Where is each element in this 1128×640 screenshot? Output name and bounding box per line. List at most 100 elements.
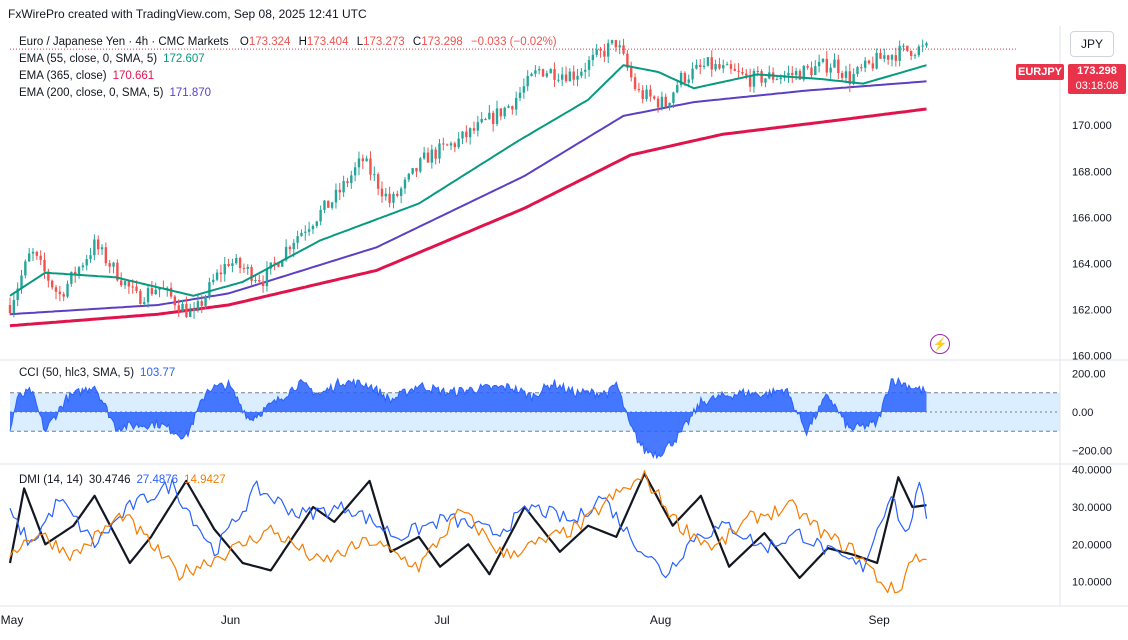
cci-tick-label: 200.00 [1072, 369, 1106, 381]
time-tick-label: Sep [868, 613, 890, 627]
candle-body [304, 231, 307, 233]
ema55-series [9, 64, 927, 297]
candle-body [607, 43, 610, 57]
candle-body [741, 71, 744, 74]
candle-body [752, 70, 756, 87]
candle-body [465, 131, 468, 138]
candle-body [906, 45, 909, 51]
ema55-line [9, 64, 927, 297]
candle-body [281, 260, 284, 267]
candle-body [702, 65, 706, 67]
candle-body [112, 262, 115, 267]
candle-body [116, 262, 119, 281]
dmi-tick-label: 20.0000 [1072, 539, 1112, 551]
open-label: O [239, 36, 249, 48]
candle-body [725, 64, 729, 66]
candle-body [557, 79, 560, 81]
candle-body [143, 302, 146, 305]
candle-body [365, 158, 368, 162]
cci-line [9, 376, 927, 460]
candle-body [468, 128, 472, 138]
high-label: H [298, 36, 307, 48]
candle-body [192, 308, 196, 311]
candle-body [633, 77, 637, 90]
candle-body [85, 259, 88, 266]
di-plus-line [9, 478, 928, 579]
cci-legend[interactable]: CCI (50, hlc3, SMA, 5) 103.77 [19, 367, 175, 379]
chart-credit: FxWirePro created with TradingView.com, … [8, 7, 367, 21]
candle-body [238, 258, 242, 269]
candle-body [833, 59, 836, 68]
candle-body [384, 193, 388, 197]
candle-body [231, 263, 234, 267]
candle-body [81, 265, 85, 268]
symbol-title[interactable]: Euro / Japanese Yen · 4h · CMC Markets [19, 36, 229, 48]
ema365-value: 170.661 [112, 70, 155, 82]
ema200-legend[interactable]: EMA (200, close, 0, SMA, 5) 171.870 [19, 87, 211, 99]
currency-button[interactable]: JPY [1070, 31, 1114, 57]
ema55-legend[interactable]: EMA (55, close, 0, SMA, 5) 172.607 [19, 53, 205, 65]
candle-body [399, 188, 403, 196]
candle-body [526, 75, 529, 87]
candle-body [748, 75, 752, 87]
candle-body [269, 262, 272, 269]
change-value: −0.033 (−0.02%) [470, 36, 557, 48]
candle-body [660, 96, 664, 108]
candle-body [284, 246, 288, 261]
dmi-legend[interactable]: DMI (14, 14) 30.4746 27.4876 14.9427 [19, 474, 226, 486]
candle-body [879, 52, 882, 59]
candle-body [334, 189, 338, 203]
candle-body [219, 272, 223, 275]
candle-body [614, 40, 618, 48]
candle-body [430, 149, 434, 163]
candle-body [330, 202, 334, 208]
low-label: L [356, 36, 364, 48]
candle-body [591, 54, 595, 61]
candle-body [353, 167, 357, 176]
candle-body [921, 45, 924, 47]
candle-body [108, 263, 111, 267]
candle-body [438, 143, 441, 159]
candle-body [62, 294, 65, 297]
lightning-icon[interactable]: ⚡ [930, 334, 950, 354]
candle-body [376, 174, 380, 189]
candle-body [54, 287, 58, 292]
candle-body [837, 59, 840, 74]
price-tick-label: 164.000 [1072, 258, 1112, 270]
candle-body [653, 96, 656, 99]
candle-body [576, 75, 579, 80]
cci-tick-label: −200.00 [1072, 445, 1112, 457]
candle-body [814, 66, 817, 76]
candle-body [679, 72, 683, 86]
candle-body [710, 57, 713, 70]
candle-body [733, 68, 736, 71]
time-tick-label: Jun [221, 613, 240, 627]
candle-body [664, 96, 667, 107]
candle-body [549, 69, 552, 74]
candle-body [699, 64, 702, 67]
bar-countdown: 03:18:08 [1075, 80, 1119, 92]
candle-body [844, 71, 848, 78]
candle-body [373, 174, 376, 176]
candle-body [491, 112, 495, 125]
candle-body [821, 58, 825, 62]
candle-body [641, 90, 644, 99]
candle-body [177, 305, 180, 312]
cci-tick-label: 0.00 [1072, 407, 1093, 419]
candle-body [288, 246, 292, 250]
candle-body [189, 310, 192, 317]
candle-body [39, 255, 42, 260]
ema365-legend[interactable]: EMA (365, close) 170.661 [19, 70, 154, 82]
candle-body [442, 143, 445, 145]
candle-body [338, 189, 341, 193]
candle-body [825, 58, 828, 73]
candle-body [618, 45, 621, 48]
candle-body [388, 193, 391, 203]
candle-body [514, 97, 518, 110]
candle-body [687, 79, 690, 83]
candle-body [100, 247, 104, 250]
high-value: 173.404 [306, 36, 349, 48]
candle-body [300, 232, 303, 237]
candle-body [250, 267, 253, 281]
